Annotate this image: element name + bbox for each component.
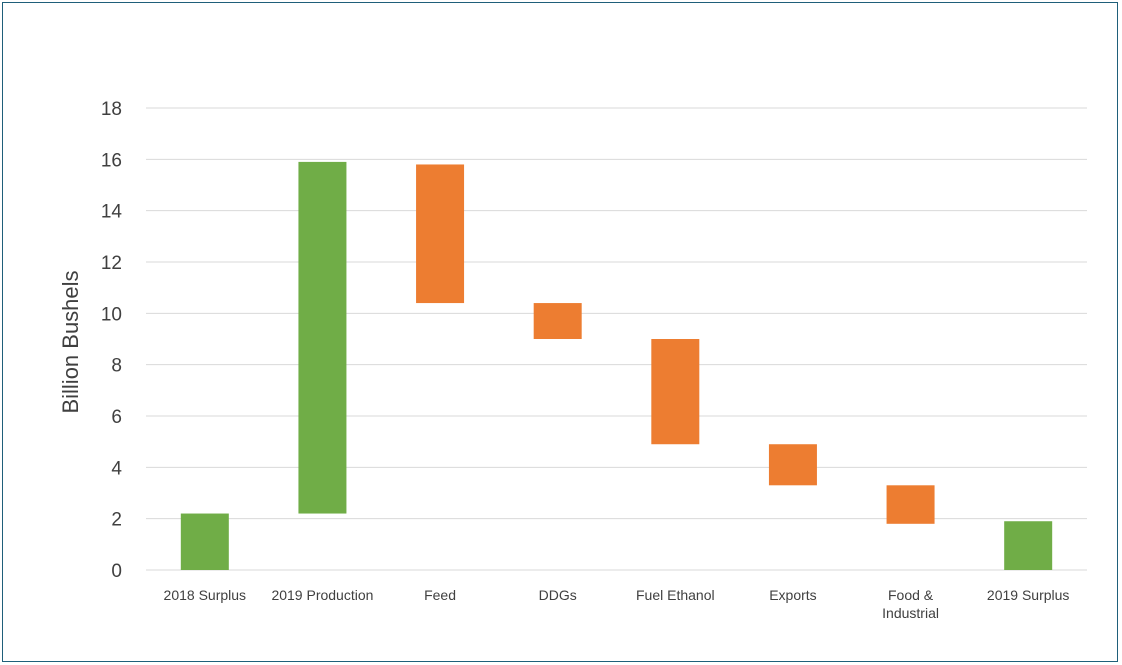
y-tick-label: 14 [101, 202, 123, 223]
y-tick-label: 6 [111, 407, 122, 428]
bars [180, 161, 1053, 570]
x-tick-label: DDGs [539, 587, 577, 603]
x-tick-label: Exports [769, 587, 816, 603]
y-tick-label: 8 [111, 356, 122, 377]
x-tick-label: 2018 Surplus [164, 587, 247, 603]
y-tick-label: 16 [101, 150, 122, 171]
bar-2019-production [298, 161, 347, 514]
bar-2019-surplus [1004, 521, 1053, 570]
y-tick-label: 10 [101, 304, 122, 325]
x-tick-label: Feed [424, 587, 456, 603]
x-tick-label: Food & Industrial [882, 587, 939, 621]
y-axis-ticks: 0 2 4 6 8 10 12 14 16 18 [101, 99, 123, 582]
y-axis-label: Billion Bushels [58, 270, 83, 413]
y-tick-label: 0 [111, 561, 122, 582]
x-tick-label: 2019 Production [271, 587, 373, 603]
bar-ddgs [533, 303, 582, 339]
bar-exports [768, 444, 817, 486]
y-tick-label: 18 [101, 99, 122, 120]
y-tick-label: 12 [101, 253, 122, 274]
y-tick-label: 2 [111, 510, 122, 531]
x-tick-label: 2019 Surplus [987, 587, 1070, 603]
bar-2018-surplus [180, 513, 229, 570]
bar-fuel-ethanol [651, 339, 700, 445]
x-tick-label: Fuel Ethanol [636, 587, 715, 603]
gridlines [146, 107, 1087, 571]
bar-feed [416, 164, 465, 304]
x-axis-ticks: 2018 Surplus 2019 Production Feed DDGs Fuel … [164, 587, 1070, 621]
y-tick-label: 4 [111, 458, 122, 479]
bar-food-industrial [886, 485, 935, 524]
